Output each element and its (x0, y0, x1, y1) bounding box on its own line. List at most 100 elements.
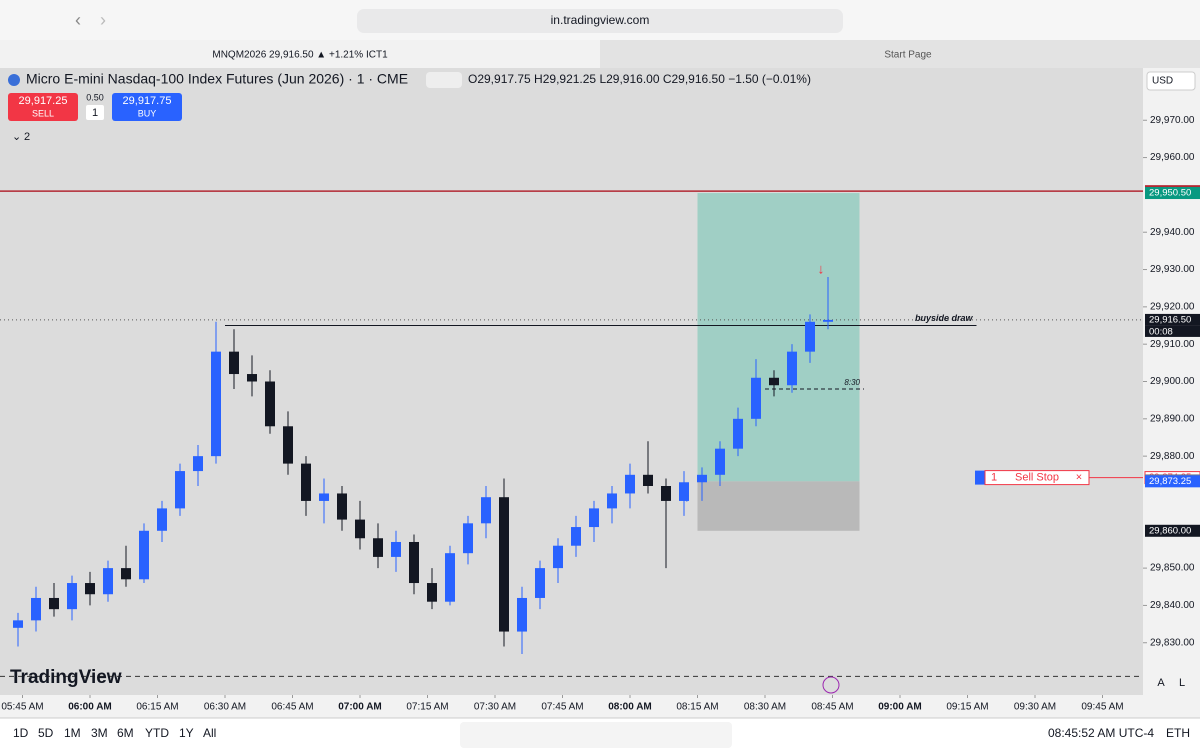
range-button[interactable]: 1D (13, 726, 29, 740)
candle-body (643, 474, 653, 486)
buy-price: 29,917.75 (123, 95, 172, 107)
candle-body (445, 553, 455, 602)
candle-body (13, 620, 23, 628)
x-tick-label: 05:45 AM (1, 702, 43, 713)
plot-area (0, 68, 1143, 695)
candle-body (427, 583, 437, 602)
price-badge-label: 29,916.50 (1149, 314, 1191, 325)
x-tick-label: 06:45 AM (271, 702, 313, 713)
y-tick-label: 29,850.00 (1150, 563, 1195, 574)
session[interactable]: ETH (1166, 726, 1190, 740)
position-target (697, 193, 860, 482)
candle-body (139, 530, 149, 580)
price-badge (1145, 313, 1200, 326)
candle-body (589, 508, 599, 528)
candle-body (463, 523, 473, 554)
candle-body (517, 597, 527, 632)
price-badge (1145, 187, 1200, 200)
symbol: Micro E-mini Nasdaq-100 Index Futures (J… (26, 71, 408, 87)
y-tick-label: 29,920.00 (1150, 301, 1195, 312)
candle-body (679, 482, 689, 501)
candle-body (103, 568, 113, 595)
url: in.tradingview.com (551, 13, 650, 27)
countdown: 00:08 (1149, 326, 1173, 337)
buy-button[interactable] (112, 93, 182, 121)
x-tick-label: 06:15 AM (136, 702, 178, 713)
order-close[interactable]: × (1076, 472, 1082, 484)
ohlc: O29,917.75 H29,921.25 L29,916.00 C29,916… (468, 72, 811, 86)
price-badge (1145, 475, 1200, 488)
price-badge-label: 29,950.50 (1149, 188, 1191, 199)
candle-body (193, 456, 203, 472)
range-button[interactable]: 6M (117, 726, 134, 740)
range-button[interactable]: All (203, 726, 216, 740)
collapse[interactable]: ⌄ (12, 131, 21, 143)
sell-button[interactable] (8, 93, 78, 121)
y-tick-label: 29,890.00 (1150, 413, 1195, 424)
x-tick-label: 08:15 AM (676, 702, 718, 713)
tab[interactable] (0, 40, 600, 68)
indicator-count: 2 (24, 131, 30, 143)
x-tick-label: 09:00 AM (878, 702, 922, 713)
candle-body (229, 351, 239, 375)
candle-body (823, 319, 833, 322)
tab[interactable] (600, 40, 1200, 68)
drawing-toolbar (460, 722, 732, 748)
candle-body (301, 463, 311, 501)
candle-body (373, 538, 383, 557)
back[interactable]: ‹ (75, 10, 81, 30)
currency-select[interactable] (1146, 71, 1196, 91)
qty-field[interactable] (86, 105, 104, 120)
y-tick-label: 29,960.00 (1150, 152, 1195, 163)
axis-button[interactable]: A (1157, 677, 1165, 689)
candle-body (481, 497, 491, 524)
candle-body (661, 486, 671, 501)
price-badge (1145, 524, 1200, 537)
y-tick-label: 29,830.00 (1150, 637, 1195, 648)
range-button[interactable]: 1M (64, 726, 81, 740)
candle-body (265, 381, 275, 427)
buy-signal: ↑ (684, 489, 691, 505)
candle-body (607, 493, 617, 509)
range-button[interactable]: 1Y (179, 726, 194, 740)
candle-body (805, 321, 815, 352)
level-830-label: 8:30 (844, 378, 860, 387)
candle-body (391, 541, 401, 557)
y-tick-label: 29,970.00 (1150, 115, 1195, 126)
y-tick-label: 29,930.00 (1150, 264, 1195, 275)
order-tag[interactable] (984, 470, 1090, 486)
replay-icon[interactable] (822, 676, 840, 694)
buy-label: BUY (138, 108, 157, 118)
x-tick-label: 08:30 AM (744, 702, 786, 713)
candle-body (409, 541, 419, 584)
candle-body (211, 351, 221, 457)
candle-body (67, 583, 77, 610)
order-handle[interactable] (975, 470, 987, 485)
range-button[interactable]: 3M (91, 726, 108, 740)
x-tick-label: 06:00 AM (68, 702, 112, 713)
candle-body (247, 374, 257, 382)
x-tick-label: 07:30 AM (474, 702, 516, 713)
range-button[interactable]: YTD (145, 726, 169, 740)
candle-body (571, 527, 581, 546)
status (426, 72, 462, 88)
candle-body (625, 474, 635, 494)
candle-body (535, 568, 545, 598)
x-tick-label: 07:45 AM (541, 702, 583, 713)
axis-button[interactable]: L (1179, 677, 1185, 689)
y-tick-label: 29,910.00 (1150, 339, 1195, 350)
candle-body (715, 448, 725, 475)
url-field[interactable] (357, 9, 843, 33)
candle-body (121, 568, 131, 580)
x-tick-label: 08:45 AM (811, 702, 853, 713)
clock: 08:45:52 AM UTC-4 (1048, 726, 1154, 740)
range-button[interactable]: 5D (38, 726, 54, 740)
candle-body (499, 497, 509, 632)
x-tick-label: 08:00 AM (608, 702, 652, 713)
logo: TradingView (10, 667, 122, 688)
candle-body (49, 597, 59, 610)
order-qty: 1 (991, 472, 997, 484)
x-tick-label: 09:15 AM (946, 702, 988, 713)
